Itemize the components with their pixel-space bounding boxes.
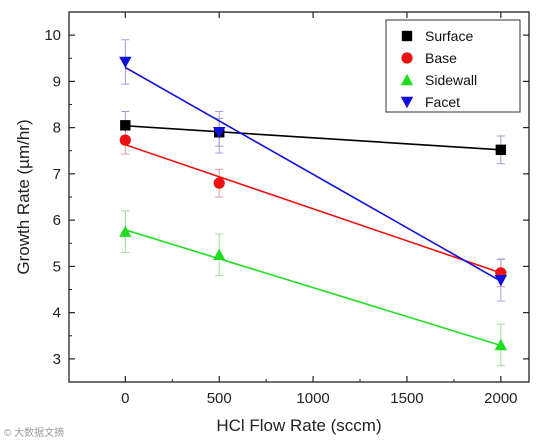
facet-point — [494, 275, 508, 287]
watermark: © 大数据文摘 — [4, 428, 65, 439]
y-tick-label: 3 — [53, 351, 61, 368]
sidewall-legend-label: Sidewall — [425, 72, 477, 88]
x-tick-label: 1500 — [390, 390, 423, 407]
x-axis-title: HCl Flow Rate (sccm) — [216, 416, 381, 435]
legend: Surface Base Sidewall Facet — [385, 19, 521, 113]
sidewall-legend-marker — [400, 73, 414, 86]
surface-legend-marker — [401, 30, 413, 42]
surface-point — [495, 144, 507, 156]
data-points — [119, 56, 508, 351]
facet-point — [213, 127, 226, 139]
facet-fit-line — [124, 66, 502, 282]
facet-legend-marker — [400, 96, 414, 109]
sidewall-point — [494, 338, 508, 351]
x-tick-label: 1000 — [296, 390, 329, 407]
y-tick-label: 6 — [53, 212, 61, 229]
base-legend-label: Base — [425, 50, 457, 66]
facet-point — [119, 56, 132, 69]
fit-lines — [124, 66, 502, 347]
y-tick-label: 5 — [53, 258, 61, 275]
x-tick-label: 2000 — [484, 390, 517, 407]
y-tick-label: 4 — [53, 305, 61, 322]
sidewall-fit-line — [125, 229, 502, 347]
sidewall-point — [119, 225, 132, 237]
y-tick-label: 7 — [53, 166, 61, 183]
base-point — [119, 134, 131, 146]
x-tick-label: 0 — [121, 390, 129, 407]
y-tick-label: 9 — [53, 73, 61, 90]
y-tick-label: 10 — [44, 27, 61, 44]
base-legend-marker — [401, 52, 413, 64]
sidewall-point — [213, 248, 226, 261]
facet-legend-label: Facet — [425, 94, 460, 110]
surface-point — [120, 120, 131, 131]
surface-legend-label: Surface — [425, 28, 473, 44]
x-tick-label: 500 — [207, 390, 232, 407]
axis-ticks: 0 500 1000 1500 2000 3 4 5 6 7 8 9 10 — [44, 12, 529, 407]
surface-fit-line — [125, 124, 501, 151]
base-point — [213, 177, 225, 189]
y-tick-label: 8 — [53, 120, 61, 137]
y-axis-title: Growth Rate (µm/hr) — [14, 119, 33, 274]
base-fit-line — [125, 143, 502, 274]
